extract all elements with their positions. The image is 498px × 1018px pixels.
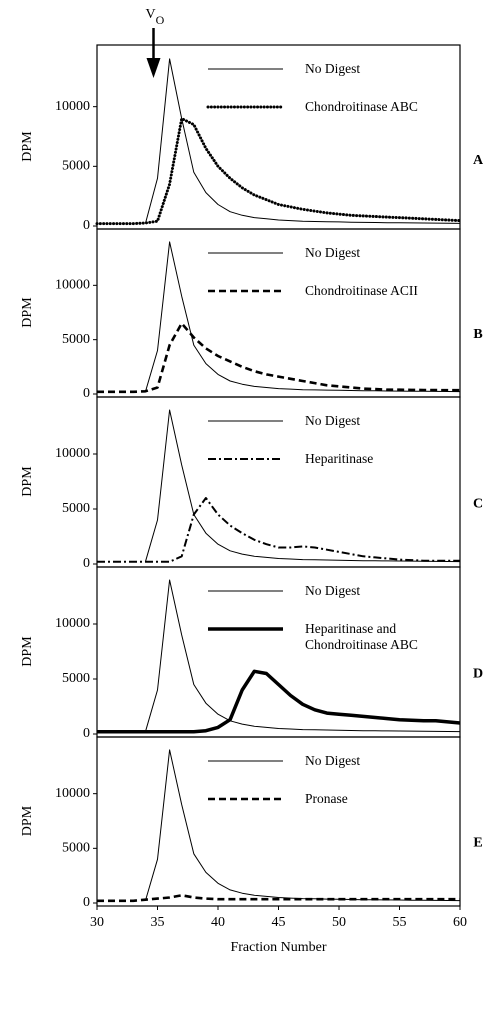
annotation-arrowhead: [146, 58, 161, 78]
series-line: [144, 579, 461, 733]
x-tick-label: 55: [393, 915, 407, 930]
panel-label: E: [473, 836, 482, 851]
legend-label: Heparitinase: [305, 451, 374, 466]
x-tick-label: 40: [211, 915, 225, 930]
y-tick-label: 5000: [62, 841, 90, 856]
y-tick-label: 0: [83, 895, 90, 910]
y-tick-label: 10000: [55, 446, 90, 461]
x-tick-label: 60: [453, 915, 467, 930]
series-line: [97, 322, 460, 394]
series-line: [97, 669, 461, 734]
y-tick-label: 10000: [55, 616, 90, 631]
legend-label: No Digest: [305, 753, 361, 768]
panel-label: D: [473, 666, 483, 681]
x-tick-label: 50: [332, 915, 346, 930]
series-line: [144, 749, 461, 902]
y-tick-label: 10000: [55, 278, 90, 293]
y-tick-label: 0: [83, 726, 90, 741]
y-tick-label: 0: [83, 218, 90, 233]
legend-label: No Digest: [305, 61, 361, 76]
series-line: [144, 58, 461, 224]
x-axis-label: Fraction Number: [230, 940, 326, 955]
panel-label: B: [473, 327, 482, 342]
legend-label: No Digest: [305, 413, 361, 428]
x-tick-label: 35: [151, 915, 165, 930]
y-tick-label: 0: [83, 386, 90, 401]
y-axis-label: DPM: [20, 131, 35, 162]
annotation: VO: [146, 7, 165, 27]
y-tick-label: 5000: [62, 159, 90, 174]
legend-label: Chondroitinase ACII: [305, 283, 418, 298]
y-tick-label: 10000: [55, 99, 90, 114]
series-line: [97, 894, 460, 903]
panel-label: C: [473, 496, 483, 511]
series-line: [144, 241, 461, 393]
y-axis-label: DPM: [20, 466, 35, 497]
y-tick-label: 5000: [62, 671, 90, 686]
legend-label: Chondroitinase ABC: [305, 99, 418, 114]
legend-label: No Digest: [305, 583, 361, 598]
y-tick-label: 10000: [55, 786, 90, 801]
y-axis-label: DPM: [20, 805, 35, 836]
y-tick-label: 5000: [62, 501, 90, 516]
series-line: [97, 497, 460, 563]
annotation-text: V: [146, 7, 156, 22]
y-tick-label: 0: [83, 556, 90, 571]
series-line: [95, 117, 462, 226]
x-tick-label: 30: [90, 915, 104, 930]
panel-label: A: [473, 153, 484, 168]
y-axis-label: DPM: [20, 636, 35, 667]
legend-label: Heparitinase and Chondroitinase ABC: [305, 621, 418, 652]
series-line: [144, 409, 461, 563]
annotation-subscript: O: [156, 13, 165, 27]
y-tick-label: 5000: [62, 332, 90, 347]
y-axis-label: DPM: [20, 297, 35, 328]
legend-label: No Digest: [305, 245, 361, 260]
legend-label: Pronase: [305, 791, 348, 806]
x-tick-label: 45: [272, 915, 286, 930]
